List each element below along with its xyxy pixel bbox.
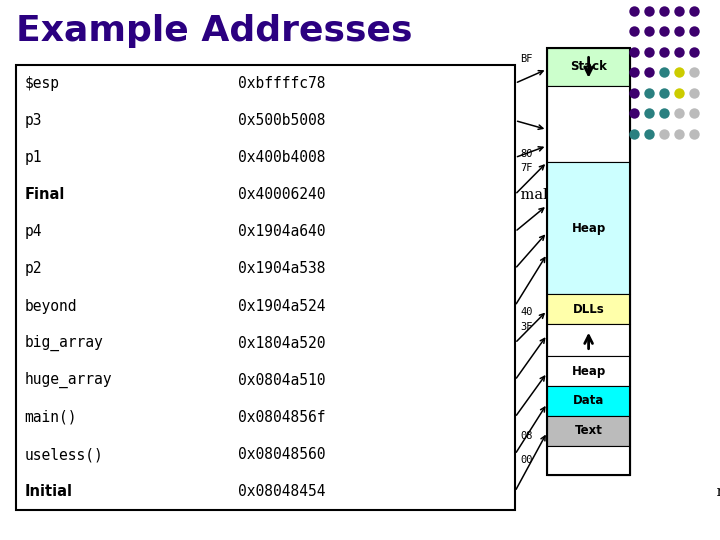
Text: $esp: $esp [24,76,60,91]
Text: 0x400b4008: 0x400b4008 [238,150,325,165]
Text: useless(): useless() [24,447,103,462]
Bar [547,294,630,324]
Text: beyond: beyond [24,299,77,314]
Text: 0x40006240: 0x40006240 [238,187,325,202]
Text: p4: p4 [24,224,42,239]
Text: Example Addresses: Example Addresses [16,14,413,48]
Text: Heap: Heap [572,221,606,235]
Text: 0x08048454: 0x08048454 [238,484,325,500]
Text: Final: Final [24,187,65,202]
Bar [547,386,630,416]
Bar [547,162,630,294]
Text: Stack: Stack [570,60,607,73]
Text: 7F: 7F [521,164,533,173]
Text: 0x1904a524: 0x1904a524 [238,299,325,314]
Text: 0x1904a538: 0x1904a538 [238,261,325,276]
Bar [547,86,630,162]
Text: malloc: malloc [516,188,570,202]
Bar [547,446,630,475]
Text: p1: p1 [24,150,42,165]
Bar [16,65,515,510]
Text: 0x0804856f: 0x0804856f [238,410,325,425]
Bar [547,48,630,86]
Text: 0xbffffc78: 0xbffffc78 [238,76,325,91]
Bar [547,48,630,475]
Text: p2: p2 [24,261,42,276]
Text: main(): main() [24,410,77,425]
Text: 80: 80 [521,149,533,159]
Bar [547,324,630,356]
Text: p3: p3 [24,113,42,128]
Text: DLLs: DLLs [572,302,605,316]
Text: 0x500b5008: 0x500b5008 [238,113,325,128]
Text: 00: 00 [521,455,533,465]
Text: huge_array: huge_array [24,372,112,388]
Text: BF: BF [521,55,533,64]
Text: 40: 40 [521,307,533,317]
Text: 0x1904a640: 0x1904a640 [238,224,325,239]
Bar [547,416,630,446]
Text: 0x08048560: 0x08048560 [238,447,325,462]
Text: Text: Text [575,424,603,437]
Text: 0x0804a510: 0x0804a510 [238,373,325,388]
Text: malloc: malloc [712,485,720,499]
Text: 0x1804a520: 0x1804a520 [238,336,325,351]
Text: 3F: 3F [521,322,533,332]
Text: big_array: big_array [24,335,103,352]
Text: Initial: Initial [24,484,73,500]
Text: Data: Data [573,394,604,408]
Text: 08: 08 [521,431,533,441]
Text: Heap: Heap [572,364,606,378]
Bar [547,356,630,386]
